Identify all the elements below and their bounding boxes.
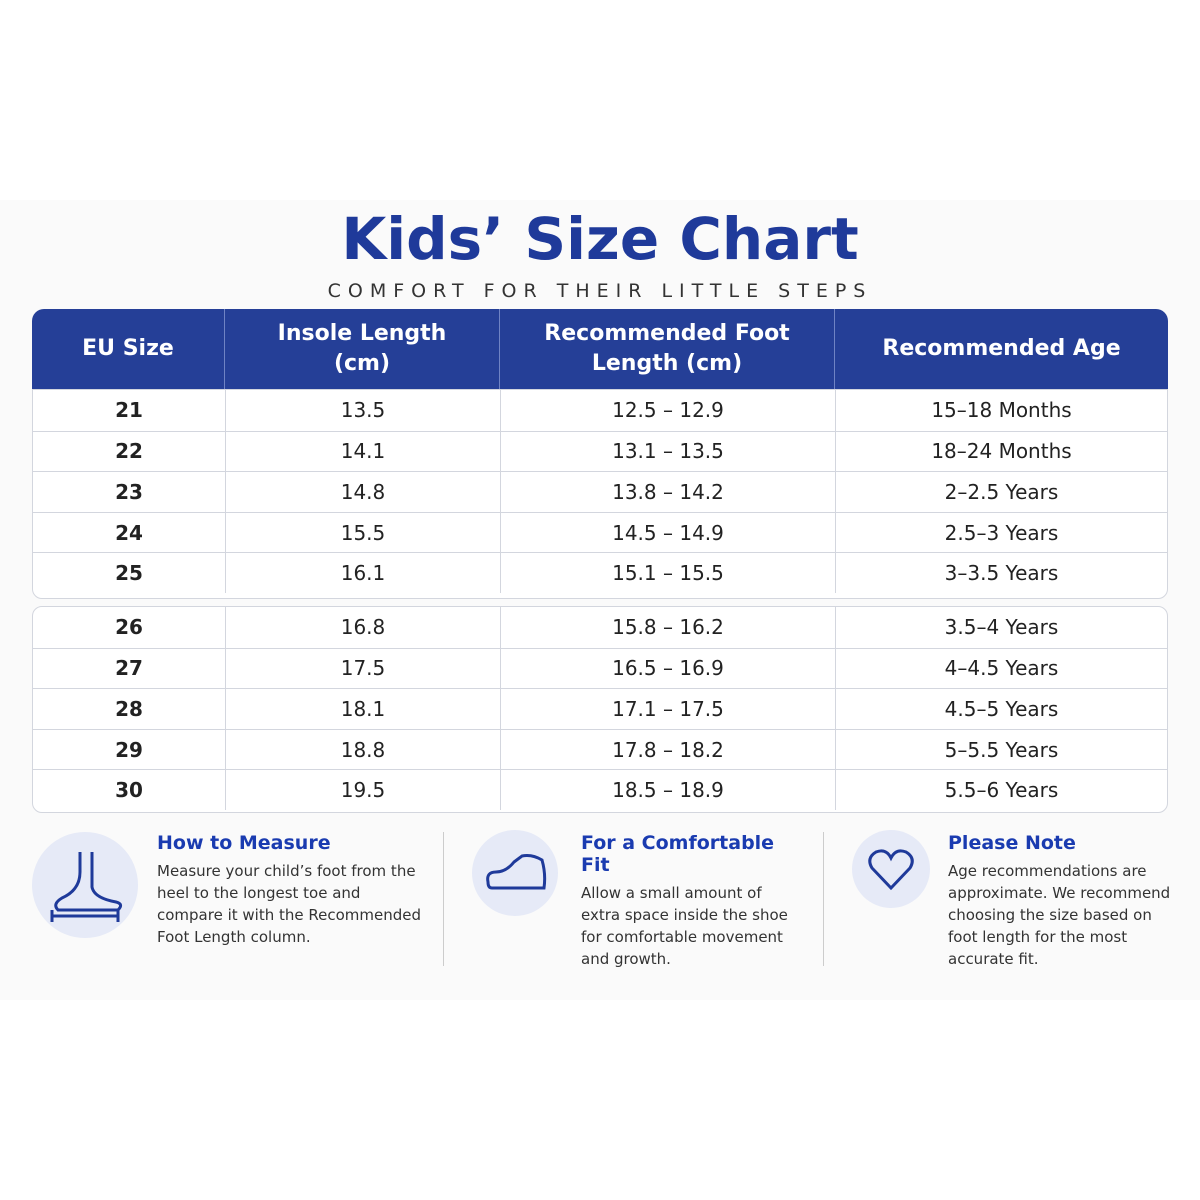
- table-cell: 14.8: [226, 472, 501, 512]
- table-cell: 28: [33, 689, 226, 729]
- table-cell: 29: [33, 729, 226, 770]
- table-cell: 13.1 – 13.5: [501, 431, 836, 472]
- table-row: 21 13.5 12.5 – 12.9 15–18 Months: [33, 390, 1167, 431]
- table-cell: 15.8 – 16.2: [501, 607, 836, 648]
- table-cell: 15.1 – 15.5: [501, 553, 836, 593]
- table-cell: 16.1: [226, 553, 501, 593]
- table-cell: 21: [33, 390, 226, 431]
- table-cell: 14.1: [226, 431, 501, 472]
- table-row: 27 17.5 16.5 – 16.9 4–4.5 Years: [33, 647, 1167, 689]
- table-row: 24 15.5 14.5 – 14.9 2.5–3 Years: [33, 511, 1167, 553]
- table-cell: 18–24 Months: [931, 439, 1072, 464]
- table-cell: 5–5.5 Years: [944, 737, 1059, 762]
- table-row: 22 14.1 13.1 – 13.5 18–24 Months: [33, 430, 1167, 472]
- note: How to Measure Measure your child’s foot…: [157, 832, 427, 948]
- table-cell: 16.5 – 16.9: [501, 648, 836, 689]
- table-cell: 26: [33, 607, 226, 648]
- table-cell: 27: [33, 648, 226, 689]
- column-header: Insole Length (cm): [225, 309, 500, 389]
- table-cell: 19.5: [226, 770, 501, 810]
- table-cell: 5.5–6 Years: [944, 778, 1059, 803]
- note: Please Note Age recommendations are appr…: [948, 832, 1173, 970]
- subtitle: COMFORT FOR THEIR LITTLE STEPS: [327, 280, 873, 302]
- table-cell: 18.1: [226, 689, 501, 729]
- table-cell: 30: [33, 770, 226, 810]
- table-cell: 17.5: [226, 648, 501, 689]
- note-text: Age recommendations are approximate. We …: [948, 862, 1171, 968]
- shoe-icon: [472, 830, 558, 916]
- table-cell: 4.5–5 Years: [944, 696, 1059, 721]
- table-group: 26 16.8 15.8 – 16.2 3.5–4 Years 27 17.5 16.5 –…: [32, 606, 1168, 813]
- table-cell: 3–3.5 Years: [944, 561, 1059, 586]
- table-row: 23 14.8 13.8 – 14.2 2–2.5 Years: [33, 471, 1167, 512]
- table-row: 28 18.1 17.1 – 17.5 4.5–5 Years: [33, 688, 1167, 729]
- table-cell: 23: [33, 472, 226, 512]
- table-cell: 25: [33, 553, 226, 593]
- note-title: Please Note: [948, 832, 1076, 854]
- measure-icon: [32, 832, 138, 938]
- table-cell: 15–18 Months: [931, 398, 1072, 423]
- table-cell: 14.5 – 14.9: [501, 512, 836, 553]
- table-cell: 17.8 – 18.2: [501, 729, 836, 770]
- table-cell: 15.5: [226, 512, 501, 553]
- table-cell: 24: [33, 512, 226, 553]
- table-cell: 17.1 – 17.5: [501, 689, 836, 729]
- table-cell: 2–2.5 Years: [944, 479, 1059, 504]
- table-group: 21 13.5 12.5 – 12.9 15–18 Months 22 14.1 13.1 …: [32, 389, 1168, 599]
- table-cell: 4–4.5 Years: [944, 656, 1059, 681]
- table-cell: 18.8: [226, 729, 501, 770]
- table-cell: 12.5 – 12.9: [501, 390, 836, 431]
- column-header: EU Size: [32, 309, 225, 389]
- note-title: For a Comfortable Fit: [581, 832, 775, 876]
- table-cell: 16.8: [226, 607, 501, 648]
- table-cell: 18.5 – 18.9: [501, 770, 836, 810]
- column-header: Recommended Foot Length (cm): [500, 309, 835, 389]
- note: For a Comfortable Fit Allow a small amou…: [581, 832, 796, 970]
- table-cell: 13.8 – 14.2: [501, 472, 836, 512]
- note-text: Allow a small amount of extra space insi…: [581, 884, 788, 968]
- table-row: 29 18.8 17.8 – 18.2 5–5.5 Years: [33, 728, 1167, 770]
- table-cell: 2.5–3 Years: [944, 520, 1059, 545]
- table-cell: 3.5–4 Years: [944, 615, 1059, 640]
- title: Kids’ Size Chart: [341, 205, 859, 273]
- note-title: How to Measure: [157, 832, 331, 854]
- divider: [823, 832, 824, 966]
- heart-icon: [852, 830, 930, 908]
- table-row: 25 16.1 15.1 – 15.5 3–3.5 Years: [33, 552, 1167, 593]
- table-cell: 13.5: [226, 390, 501, 431]
- divider: [443, 832, 444, 966]
- table-row: 26 16.8 15.8 – 16.2 3.5–4 Years: [33, 607, 1167, 648]
- column-header: Recommended Age: [882, 336, 1121, 361]
- table-cell: 22: [33, 431, 226, 472]
- note-text: Measure your child’s foot from the heel …: [157, 862, 422, 946]
- table-header: EU Size Insole Length (cm) Recommended Foo…: [32, 309, 1168, 389]
- table-row: 30 19.5 18.5 – 18.9 5.5–6 Years: [33, 769, 1167, 810]
